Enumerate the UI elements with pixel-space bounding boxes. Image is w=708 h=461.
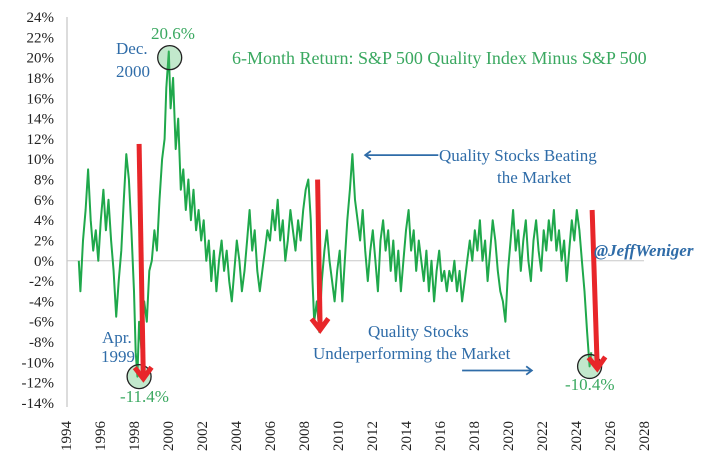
x-tick-label: 1996: [93, 421, 109, 452]
x-tick-label: 2020: [501, 421, 517, 451]
peak-value-label: 20.6%: [151, 24, 195, 43]
x-tick-label: 2008: [297, 421, 313, 451]
y-tick-label: 18%: [27, 71, 55, 87]
x-tick-label: 2026: [603, 421, 619, 452]
x-tick-label: 2014: [399, 421, 415, 452]
y-tick-label: 0%: [34, 254, 54, 270]
under-label-line2: Underperforming the Market: [313, 344, 511, 363]
series-line: [77, 50, 593, 378]
y-tick-label: -10%: [22, 355, 55, 371]
y-tick-label: 24%: [27, 10, 55, 26]
x-tick-label: 2012: [365, 421, 381, 451]
peak-date-line1: Dec.: [116, 39, 148, 58]
x-tick-label: 2002: [195, 421, 211, 451]
y-tick-label: -12%: [22, 376, 55, 392]
y-tick-label: -14%: [22, 396, 55, 412]
y-tick-label: 4%: [34, 213, 54, 229]
y-tick-label: -8%: [29, 335, 54, 351]
red-arrow-2008: [309, 179, 331, 335]
peak-date-line2: 2000: [116, 62, 150, 81]
highlight-circle: [157, 44, 183, 71]
y-tick-label: 14%: [27, 112, 55, 128]
x-tick-label: 2024: [569, 421, 585, 452]
chart-title: 6-Month Return: S&P 500 Quality Index Mi…: [232, 48, 647, 68]
y-tick-label: 16%: [27, 91, 55, 107]
x-tick-label: 2028: [637, 421, 653, 451]
watermark: @JeffWeniger: [594, 241, 694, 260]
beating-label-line1: Quality Stocks Beating: [439, 146, 597, 165]
x-tick-label: 2000: [161, 421, 177, 451]
x-tick-label: 2006: [263, 421, 279, 452]
trough1-date-line1: Apr.: [102, 328, 132, 347]
y-tick-label: 10%: [27, 152, 55, 168]
x-tick-label: 1998: [127, 421, 143, 451]
y-tick-label: -6%: [29, 315, 54, 331]
beating-label-line2: the Market: [497, 168, 572, 187]
red-arrow-1998: [132, 143, 154, 383]
x-tick-label: 2018: [467, 421, 483, 451]
y-tick-label: 20%: [27, 51, 55, 67]
red-arrow-2025: [586, 209, 608, 373]
y-tick-label: 2%: [34, 233, 54, 249]
y-tick-label: 12%: [27, 132, 55, 148]
blue-arrow-beating: [363, 150, 439, 161]
y-tick-label: -4%: [29, 294, 54, 310]
x-tick-label: 2022: [535, 421, 551, 451]
y-tick-label: 22%: [27, 30, 55, 46]
y-tick-label: -2%: [29, 274, 54, 290]
x-tick-label: 2016: [433, 421, 449, 452]
y-tick-label: 6%: [34, 193, 54, 209]
y-tick-label: 8%: [34, 173, 54, 189]
x-tick-label: 2010: [331, 421, 347, 451]
trough1-date-line2: 1999: [101, 347, 135, 366]
blue-arrow-underperforming: [462, 365, 534, 376]
trough1-value-label: -11.4%: [120, 387, 169, 406]
under-label-line1: Quality Stocks: [368, 322, 469, 341]
trough2-value-label: -10.4%: [565, 375, 615, 394]
x-tick-label: 1994: [59, 421, 75, 452]
x-tick-label: 2004: [229, 421, 245, 452]
